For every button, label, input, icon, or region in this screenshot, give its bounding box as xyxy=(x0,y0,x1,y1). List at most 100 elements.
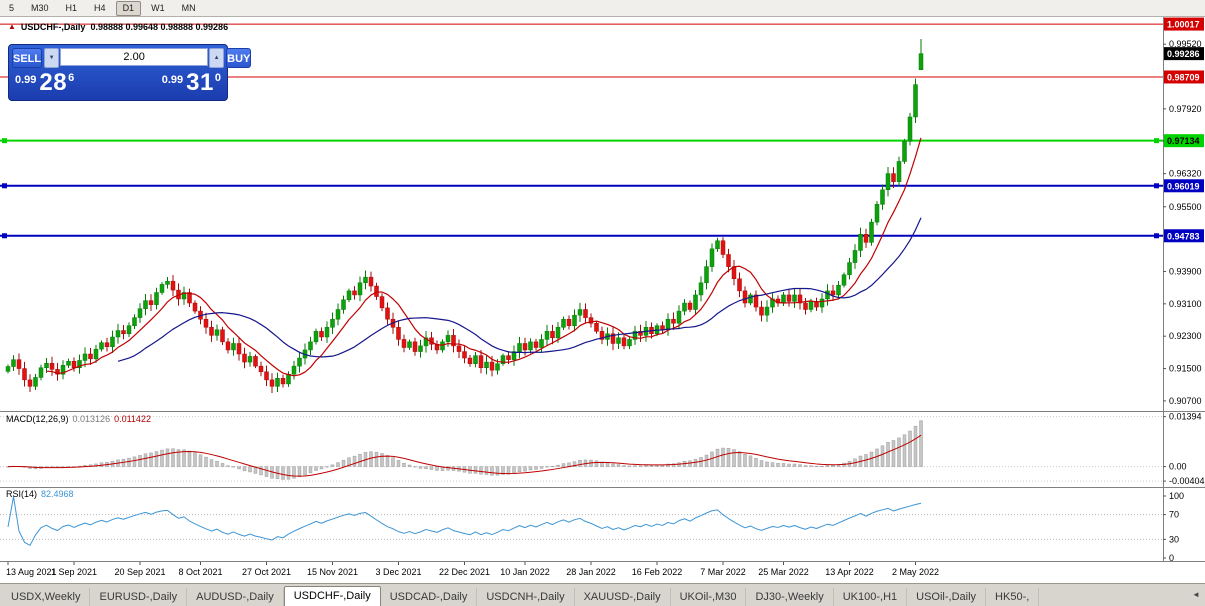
svg-text:0.93900: 0.93900 xyxy=(1169,266,1202,276)
volume-stepper: ▼ ▲ xyxy=(44,48,225,68)
buy-price[interactable]: 0.99 31 0 xyxy=(162,70,221,96)
rsi-line xyxy=(7,496,922,546)
chart-tabs-bar: USDX,Weekly EURUSD-,Daily AUDUSD-,Daily USD… xyxy=(0,583,1205,606)
svg-text:0.99520: 0.99520 xyxy=(1169,39,1202,49)
chart-title: ▲ USDCHF-,Daily 0.98888 0.99648 0.98888 … xyxy=(8,22,228,32)
symbol-tab-usdchf[interactable]: USDCHF-,Daily xyxy=(283,586,381,606)
timeframe-button-h4[interactable]: H4 xyxy=(94,2,106,13)
svg-text:0.92300: 0.92300 xyxy=(1169,331,1202,341)
timeframe-button-d1[interactable]: D1 xyxy=(115,0,142,16)
svg-text:0.97920: 0.97920 xyxy=(1169,104,1202,114)
buy-price-pips: 31 xyxy=(186,69,214,96)
svg-text:1.00017: 1.00017 xyxy=(1167,20,1200,30)
svg-text:0.98709: 0.98709 xyxy=(1167,72,1200,82)
svg-text:20 Sep 2021: 20 Sep 2021 xyxy=(114,567,165,577)
svg-text:28 Jan 2022: 28 Jan 2022 xyxy=(566,567,616,577)
symbol-tab-xauusd[interactable]: XAUUSD-,Daily xyxy=(575,588,671,606)
svg-text:22 Dec 2021: 22 Dec 2021 xyxy=(439,567,490,577)
axes xyxy=(0,16,1205,562)
rsi-title: RSI(14) 82.4968 xyxy=(6,489,74,499)
svg-text:0.97134: 0.97134 xyxy=(1167,136,1200,146)
svg-text:27 Oct 2021: 27 Oct 2021 xyxy=(242,567,291,577)
symbol-tab-ukoil[interactable]: UKOil-,M30 xyxy=(671,588,747,606)
macd-main-value: 0.013126 xyxy=(72,414,111,424)
svg-text:7 Mar 2022: 7 Mar 2022 xyxy=(700,567,746,577)
macd-signal-line xyxy=(7,434,922,477)
price-label-box: 0.99286 xyxy=(1164,47,1204,61)
svg-text:8 Oct 2021: 8 Oct 2021 xyxy=(178,567,222,577)
sell-price-pips: 28 xyxy=(39,69,68,96)
svg-text:13 Apr 2022: 13 Apr 2022 xyxy=(825,567,874,577)
volume-increase-button[interactable]: ▲ xyxy=(209,48,225,68)
symbol-tab-usdx[interactable]: USDX,Weekly xyxy=(2,588,91,606)
volume-input[interactable] xyxy=(60,48,209,66)
macd-histogram xyxy=(6,420,923,480)
volume-decrease-button[interactable]: ▼ xyxy=(44,48,60,68)
svg-text:10 Jan 2022: 10 Jan 2022 xyxy=(500,567,550,577)
svg-text:15 Nov 2021: 15 Nov 2021 xyxy=(307,567,358,577)
price-label-box: 0.96019 xyxy=(1164,179,1204,193)
svg-text:3 Dec 2021: 3 Dec 2021 xyxy=(375,567,421,577)
alert-triangle-icon: ▲ xyxy=(8,22,16,31)
rsi-label: RSI(14) xyxy=(6,489,38,499)
macd-title: MACD(12,26,9) 0.013126 0.011422 xyxy=(6,414,151,424)
svg-text:0.90700: 0.90700 xyxy=(1169,396,1202,406)
svg-text:25 Mar 2022: 25 Mar 2022 xyxy=(758,567,809,577)
svg-text:0: 0 xyxy=(1169,553,1174,563)
sell-price[interactable]: 0.99 28 6 xyxy=(15,70,74,96)
symbol-tab-usoil[interactable]: USOil-,Daily xyxy=(907,588,987,606)
buy-button[interactable]: BUY xyxy=(226,48,252,68)
sell-price-prefix: 0.99 xyxy=(15,74,37,86)
symbol-tab-usdcad[interactable]: USDCAD-,Daily xyxy=(381,588,478,606)
svg-text:0.91500: 0.91500 xyxy=(1169,364,1202,374)
timeframe-button-m30[interactable]: M30 xyxy=(31,2,49,13)
price-label-box: 0.98709 xyxy=(1164,70,1204,84)
svg-text:0.96019: 0.96019 xyxy=(1167,181,1200,191)
price-label-box: 0.94783 xyxy=(1164,229,1204,243)
svg-text:16 Feb 2022: 16 Feb 2022 xyxy=(632,567,683,577)
svg-text:0.99286: 0.99286 xyxy=(1167,49,1200,59)
timeframe-button-mn[interactable]: MN xyxy=(181,2,196,13)
svg-text:0.94783: 0.94783 xyxy=(1167,231,1200,241)
symbol-tab-dj30[interactable]: DJ30-,Weekly xyxy=(746,588,834,606)
timeframe-button-w1[interactable]: W1 xyxy=(151,2,165,13)
one-click-trading-panel: SELL ▼ ▲ BUY 0.99 28 6 0.99 31 0 xyxy=(8,44,252,101)
rsi-value: 82.4968 xyxy=(41,489,74,499)
symbol-tab-audusd[interactable]: AUDUSD-,Daily xyxy=(187,588,284,606)
svg-text:0.96320: 0.96320 xyxy=(1169,169,1202,179)
price-axis: 0.995200.979200.971200.963200.955000.939… xyxy=(1163,39,1202,406)
svg-text:0.95500: 0.95500 xyxy=(1169,202,1202,212)
svg-text:0.01394: 0.01394 xyxy=(1169,412,1202,422)
timeframe-toolbar: 5 M30 H1 H4 D1 W1 MN xyxy=(0,0,1205,17)
buy-price-prefix: 0.99 xyxy=(161,74,184,86)
macd-label: MACD(12,26,9) xyxy=(6,414,69,424)
price-label-box: 1.00017 xyxy=(1164,17,1204,31)
svg-text:13 Aug 2021: 13 Aug 2021 xyxy=(6,567,57,577)
buy-price-point: 0 xyxy=(214,72,221,84)
symbol-tab-usdcnh[interactable]: USDCNH-,Daily xyxy=(477,588,575,606)
svg-text:0.00: 0.00 xyxy=(1169,462,1187,472)
tab-scroll-left-icon[interactable]: ◄ xyxy=(1188,587,1204,603)
svg-text:0.93100: 0.93100 xyxy=(1169,299,1202,309)
chart-ohlc-values: 0.98888 0.99648 0.98888 0.99286 xyxy=(90,22,229,32)
svg-text:-0.00404: -0.00404 xyxy=(1169,476,1205,486)
sell-price-point: 6 xyxy=(68,72,75,84)
ma-slow-line xyxy=(117,217,922,362)
symbol-tab-eurusd[interactable]: EURUSD-,Daily xyxy=(90,588,188,606)
timeframe-button-5[interactable]: 5 xyxy=(9,2,15,13)
rsi-panel: 100 70 30 0 xyxy=(0,491,1184,563)
svg-text:2 May 2022: 2 May 2022 xyxy=(892,567,939,577)
candlestick-series xyxy=(5,38,924,394)
sell-button[interactable]: SELL xyxy=(12,48,43,68)
moving-averages xyxy=(46,137,922,377)
timeframe-button-h1[interactable]: H1 xyxy=(65,2,78,13)
chart-symbol-period: USDCHF-,Daily xyxy=(20,22,86,32)
symbol-tab-uk100[interactable]: UK100-,H1 xyxy=(834,588,908,606)
price-label-boxes: 1.00017 0.98709 0.97134 0.96019 0.94783 0.992… xyxy=(1164,17,1204,243)
svg-text:30: 30 xyxy=(1169,534,1179,544)
symbol-tab-hk50[interactable]: HK50-, xyxy=(986,588,1040,606)
price-label-box: 0.97134 xyxy=(1164,134,1204,148)
